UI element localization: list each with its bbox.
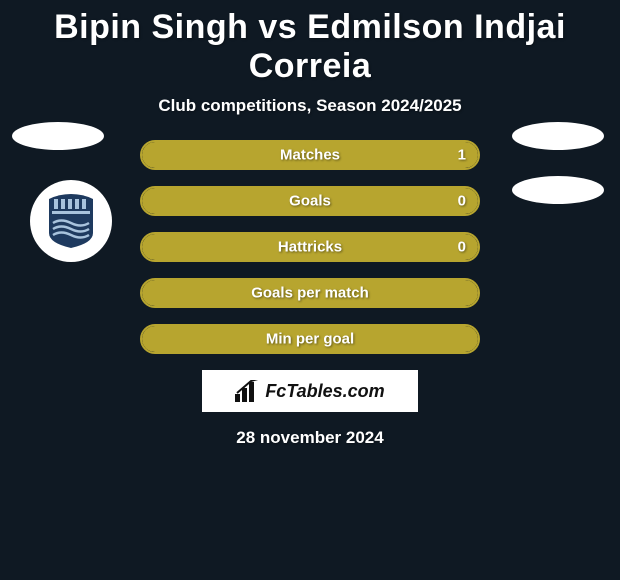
stat-value: 0 bbox=[458, 239, 466, 256]
player-photo-placeholder-right-2 bbox=[512, 176, 604, 204]
fctables-branding[interactable]: FcTables.com bbox=[202, 370, 418, 412]
stat-bar: Min per goal bbox=[140, 324, 480, 354]
stat-bar: Matches 1 bbox=[140, 140, 480, 170]
club-badge-icon bbox=[47, 193, 95, 249]
stat-label: Hattricks bbox=[278, 239, 342, 256]
player-photo-placeholder-right-1 bbox=[512, 122, 604, 150]
stat-label: Matches bbox=[280, 147, 340, 164]
stat-bar: Hattricks 0 bbox=[140, 232, 480, 262]
club-badge bbox=[30, 180, 112, 262]
comparison-card: Bipin Singh vs Edmilson Indjai Correia C… bbox=[0, 0, 620, 448]
fctables-icon bbox=[235, 380, 261, 402]
fctables-label: FcTables.com bbox=[265, 381, 384, 402]
stat-bar: Goals per match bbox=[140, 278, 480, 308]
stat-value: 0 bbox=[458, 193, 466, 210]
player-photo-placeholder-left bbox=[12, 122, 104, 150]
page-title: Bipin Singh vs Edmilson Indjai Correia bbox=[0, 0, 620, 90]
stat-value: 1 bbox=[458, 147, 466, 164]
stat-label: Min per goal bbox=[266, 331, 354, 348]
stat-bar-list: Matches 1 Goals 0 Hattricks 0 Goals per match M… bbox=[140, 140, 480, 354]
stat-bar: Goals 0 bbox=[140, 186, 480, 216]
stat-label: Goals bbox=[289, 193, 331, 210]
capture-date: 28 november 2024 bbox=[0, 412, 620, 448]
stat-label: Goals per match bbox=[251, 285, 369, 302]
